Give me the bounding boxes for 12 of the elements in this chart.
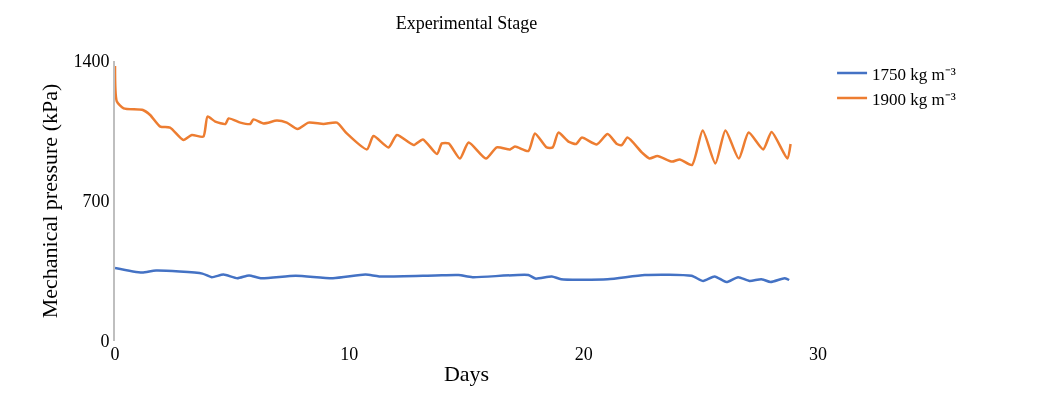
legend-label: 1900 kg m⁻³ bbox=[872, 89, 956, 109]
x-tick-label: 10 bbox=[340, 344, 359, 364]
line-series bbox=[115, 266, 791, 284]
y-tick-label: 700 bbox=[82, 191, 110, 212]
x-tick-label: 20 bbox=[574, 344, 593, 364]
x-axis-title: Days bbox=[443, 360, 490, 386]
legend-label: 1750 kg m⁻³ bbox=[872, 64, 956, 84]
line-series bbox=[115, 64, 792, 167]
x-tick-label: 30 bbox=[809, 344, 827, 364]
y-tick-label: 1400 bbox=[73, 51, 110, 72]
chart-title: Experimental Stage bbox=[395, 12, 538, 33]
y-axis-title: Mechanical pressure (kPa) bbox=[36, 83, 62, 319]
